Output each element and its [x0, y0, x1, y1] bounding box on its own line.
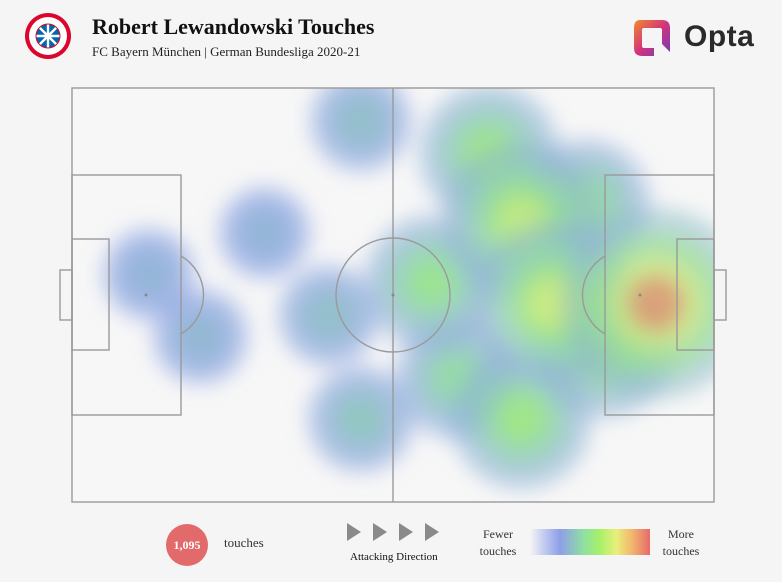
- pitch-lines: [59, 87, 727, 503]
- pitch-heatmap: [58, 86, 728, 504]
- play-triangle-icon: [347, 523, 361, 541]
- legend-low-label: Fewer touches: [479, 527, 517, 558]
- touch-count-badge: 1,095: [166, 524, 208, 566]
- attacking-direction-label: Attacking Direction: [350, 551, 438, 563]
- play-triangle-icon: [373, 523, 387, 541]
- attacking-direction-arrows: [346, 522, 446, 544]
- touch-count-label: touches: [224, 535, 264, 550]
- legend-high-label: More touches: [662, 527, 700, 558]
- heat-hotspot: [135, 260, 164, 289]
- heat-hotspot: [345, 105, 377, 137]
- right-penalty-arc: [581, 255, 606, 335]
- legend-color-scale: [530, 529, 650, 555]
- fc-bayern-crest-icon: [25, 13, 71, 59]
- brand-name: Opta: [684, 20, 755, 53]
- right-goal: [713, 269, 727, 321]
- heat-hotspot: [627, 274, 685, 332]
- opta-brand: Opta: [632, 14, 762, 62]
- heat-layer: [102, 88, 714, 490]
- left-penalty-spot: [144, 293, 148, 297]
- page-title: Robert Lewandowski Touches: [92, 14, 375, 39]
- left-penalty-arc: [180, 255, 205, 335]
- header: Robert Lewandowski Touches FC Bayern Mün…: [0, 0, 782, 80]
- left-goal: [59, 269, 73, 321]
- heat-hotspot: [313, 300, 345, 331]
- heat-hotspot: [411, 262, 452, 303]
- heat-hotspot: [344, 403, 378, 436]
- centre-circle: [335, 237, 451, 353]
- page-subtitle: FC Bayern München | German Bundesliga 20…: [92, 44, 361, 59]
- centre-spot: [391, 293, 395, 297]
- heat-hotspot: [185, 321, 215, 351]
- opta-logo-icon: [634, 20, 670, 56]
- right-penalty-spot: [638, 293, 642, 297]
- heat-hotspot: [250, 218, 279, 247]
- pitch-svg: [59, 87, 727, 503]
- play-triangle-icon: [425, 523, 439, 541]
- heat-hotspot: [500, 398, 543, 441]
- play-triangle-icon: [399, 523, 413, 541]
- footer: 1,095 touches Attacking Direction Fewer …: [0, 512, 782, 582]
